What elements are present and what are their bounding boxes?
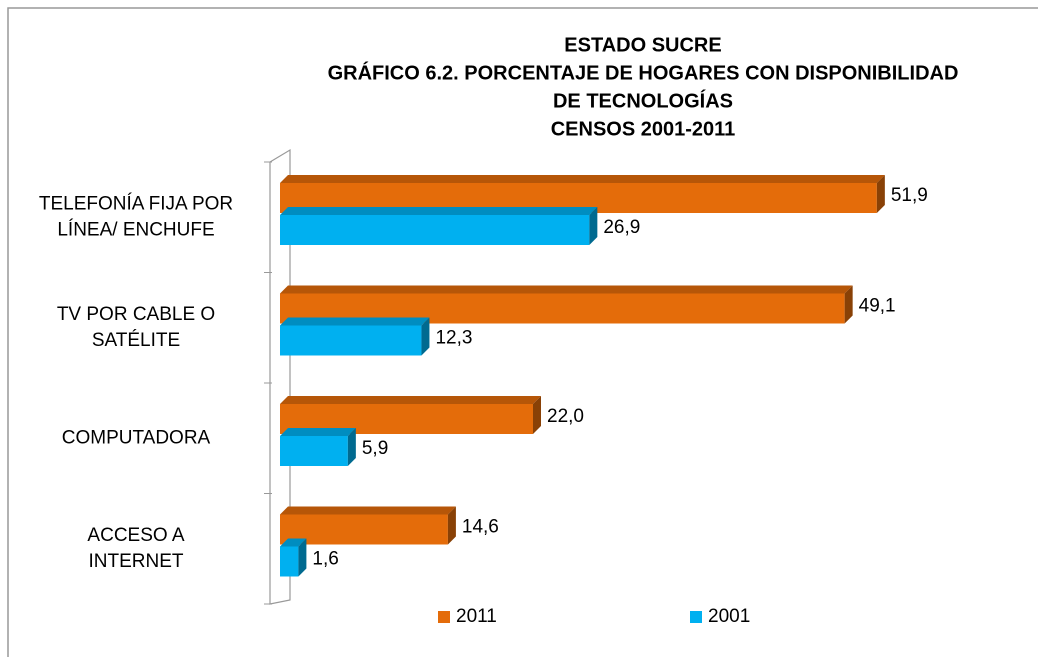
bar	[280, 538, 307, 577]
bar-top	[280, 285, 853, 294]
data-label: 1,6	[312, 549, 338, 570]
legend-label: 2011	[456, 606, 497, 627]
category-label: INTERNET	[89, 551, 184, 572]
data-label: 51,9	[891, 185, 928, 206]
bar-top	[280, 207, 598, 215]
chart-title: GRÁFICO 6.2. PORCENTAJE DE HOGARES CON D…	[328, 61, 959, 84]
bar-side	[533, 396, 541, 434]
bar-front	[280, 436, 348, 466]
axis-wall	[269, 148, 291, 605]
bar-top	[280, 175, 885, 183]
category-label: SATÉLITE	[92, 330, 180, 351]
chart-frame	[7, 7, 1038, 657]
data-label: 22,0	[547, 406, 584, 427]
bar	[280, 207, 598, 245]
bar-side	[347, 428, 356, 466]
legend-swatch	[690, 611, 702, 623]
bar-front	[280, 215, 590, 245]
bar-side	[844, 285, 853, 324]
bar-front	[280, 546, 299, 577]
bar-top	[280, 396, 541, 404]
bar-side	[876, 175, 885, 213]
data-label: 12,3	[435, 328, 472, 349]
category-label: LÍNEA/ ENCHUFE	[57, 219, 214, 240]
bar-side	[421, 317, 430, 356]
legend-swatch	[438, 611, 450, 623]
category-label: TV POR CABLE O	[57, 304, 215, 325]
bar-front	[280, 514, 448, 545]
data-label: 26,9	[603, 217, 640, 238]
bar-top	[280, 538, 307, 547]
category-label: TELEFONÍA FIJA POR	[39, 193, 233, 214]
bar-side	[447, 506, 456, 545]
bar-top	[280, 317, 430, 326]
bar-top	[280, 428, 356, 436]
bar-side	[298, 538, 307, 577]
data-label: 14,6	[462, 517, 499, 538]
bar	[280, 317, 430, 356]
bar-top	[280, 506, 456, 515]
category-label: COMPUTADORA	[62, 427, 211, 448]
data-label: 49,1	[859, 296, 896, 317]
chart-title: DE TECNOLOGÍAS	[553, 89, 733, 112]
legend-label: 2001	[708, 606, 750, 627]
bar	[280, 428, 356, 466]
bar-front	[280, 325, 422, 356]
data-label: 5,9	[362, 438, 388, 459]
bar	[280, 506, 456, 545]
chart-title: CENSOS 2001-2011	[551, 118, 736, 140]
bar-side	[589, 207, 598, 245]
category-label: ACCESO A	[87, 525, 184, 546]
chart-title: ESTADO SUCRE	[564, 34, 721, 56]
